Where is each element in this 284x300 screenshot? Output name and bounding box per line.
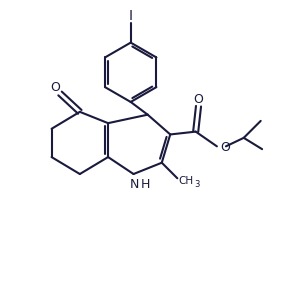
Text: O: O [194,93,203,106]
Text: H: H [141,178,150,191]
Text: CH: CH [179,176,194,186]
Text: N: N [130,178,140,191]
Text: 3: 3 [194,180,199,189]
Text: O: O [220,141,230,154]
Text: O: O [50,81,60,94]
Text: I: I [129,9,133,23]
